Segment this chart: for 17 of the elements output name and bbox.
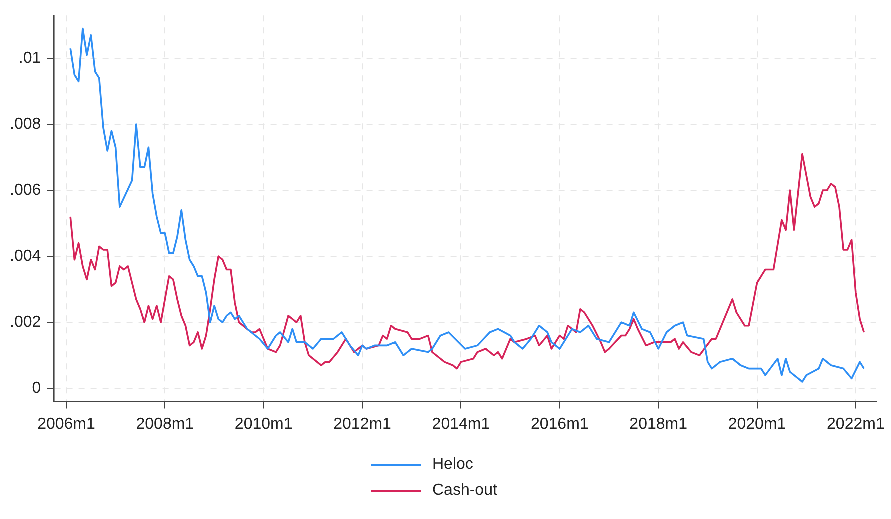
y-tick-label: 0: [32, 380, 42, 398]
x-tick-label: 2008m1: [136, 416, 194, 433]
legend-label: Cash-out: [432, 482, 498, 500]
y-tick-label: .01: [18, 50, 42, 67]
x-tick-label: 2020m1: [728, 416, 786, 433]
x-tick-label: 2014m1: [432, 416, 490, 433]
x-tick-label: 2012m1: [334, 416, 392, 433]
y-tick-label: .002: [10, 314, 42, 331]
x-tick-label: 2010m1: [234, 416, 293, 433]
x-tick-label: 2006m1: [38, 416, 96, 433]
x-tick-label: 2022m1: [827, 416, 885, 433]
y-tick-label: .004: [10, 248, 42, 265]
x-tick-label: 2018m1: [630, 416, 688, 433]
y-tick-label: .006: [10, 182, 42, 199]
x-tick-label: 2016m1: [530, 416, 589, 433]
legend-label: Heloc: [432, 456, 474, 474]
y-tick-label: .008: [10, 116, 42, 133]
